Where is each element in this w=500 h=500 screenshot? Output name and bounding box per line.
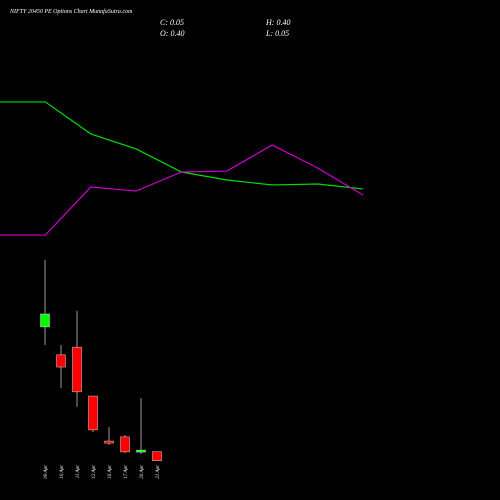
info-open: O: 0.40 <box>160 29 184 38</box>
info-high: H: 0.40 <box>265 18 290 27</box>
x-tick-label: 17 Apr <box>124 465 129 479</box>
candle-body <box>72 346 82 393</box>
candle-body <box>40 313 50 328</box>
x-tick-label: 16 Apr <box>108 465 113 479</box>
candle-body <box>104 440 114 444</box>
candle-body <box>120 436 130 453</box>
x-tick-label: 09 Apr <box>44 465 49 479</box>
x-tick-label: 11 Apr <box>76 465 81 478</box>
x-tick-label: 21 Apr <box>156 465 161 479</box>
candle-body <box>136 449 146 453</box>
candle-body <box>88 395 98 431</box>
candle-body <box>152 451 162 461</box>
candle-body <box>56 354 66 368</box>
info-close: C: 0.05 <box>160 18 184 27</box>
x-tick-label: 12 Apr <box>92 465 97 479</box>
info-low: L: 0.05 <box>265 29 289 38</box>
x-tick-label: 10 Apr <box>60 465 65 479</box>
indicator-line <box>0 144 364 236</box>
chart-title: NIFTY 20450 PE Options Chart MunafaSutra… <box>9 8 133 15</box>
x-tick-label: 20 Apr <box>140 465 145 479</box>
